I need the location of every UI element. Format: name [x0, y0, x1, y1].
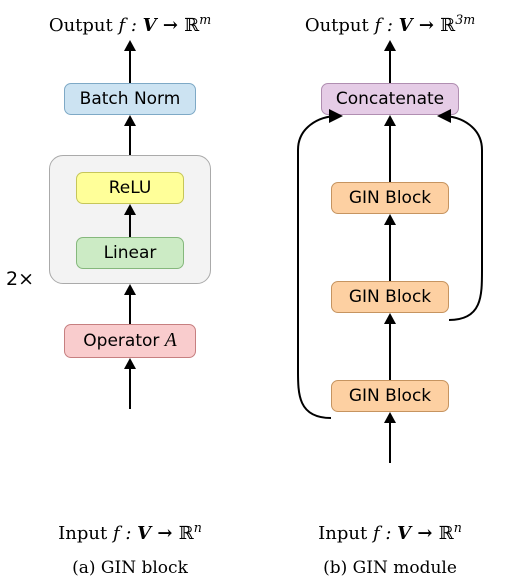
arrow-stem — [389, 126, 391, 182]
arrow-head-icon — [124, 284, 136, 295]
right-panel: Output f : V → ℝ3m Concatenate GIN Block… — [260, 0, 520, 588]
arrow-stem — [389, 324, 391, 380]
arrow-head-icon — [384, 412, 396, 423]
arrow-stem — [389, 423, 391, 463]
arrow-stem — [129, 126, 131, 155]
arrow-head-icon — [384, 40, 396, 51]
arrow-head-icon — [124, 358, 136, 369]
arrow-stem — [389, 225, 391, 281]
ginblock-0: GIN Block — [331, 380, 449, 412]
arrow-stem — [129, 369, 131, 409]
arrow-head-icon — [124, 204, 136, 215]
arrow-stem — [129, 295, 131, 324]
arrow-head-icon — [124, 115, 136, 126]
ginblock-2: GIN Block — [331, 182, 449, 214]
arrow-head-icon — [384, 115, 396, 126]
concat-block: Concatenate — [321, 83, 459, 115]
operator-block: Operator A — [64, 324, 196, 358]
arrow-head-icon — [384, 313, 396, 324]
figure-container: Output f : V → ℝm Batch Norm ReLU Linear… — [0, 0, 520, 588]
left-caption: (a) GIN block — [72, 558, 188, 578]
right-input-label: Input f : V → ℝn — [318, 520, 462, 544]
arrow-stem — [129, 51, 131, 83]
arrow-head-icon — [124, 40, 136, 51]
left-output-label: Output f : V → ℝm — [49, 12, 211, 36]
left-panel: Output f : V → ℝm Batch Norm ReLU Linear… — [0, 0, 260, 588]
arrow-stem — [389, 51, 391, 83]
ginblock-1: GIN Block — [331, 281, 449, 313]
left-input-label: Input f : V → ℝn — [58, 520, 202, 544]
right-caption: (b) GIN module — [323, 558, 457, 578]
right-output-label: Output f : V → ℝ3m — [305, 12, 475, 36]
relu-block: ReLU — [76, 172, 184, 204]
group-box: ReLU Linear — [49, 155, 211, 284]
linear-block: Linear — [76, 237, 184, 269]
group-multiplier: 2× — [6, 268, 34, 290]
batchnorm-block: Batch Norm — [64, 83, 196, 115]
arrow-stem — [129, 215, 131, 237]
arrow-head-icon — [384, 214, 396, 225]
